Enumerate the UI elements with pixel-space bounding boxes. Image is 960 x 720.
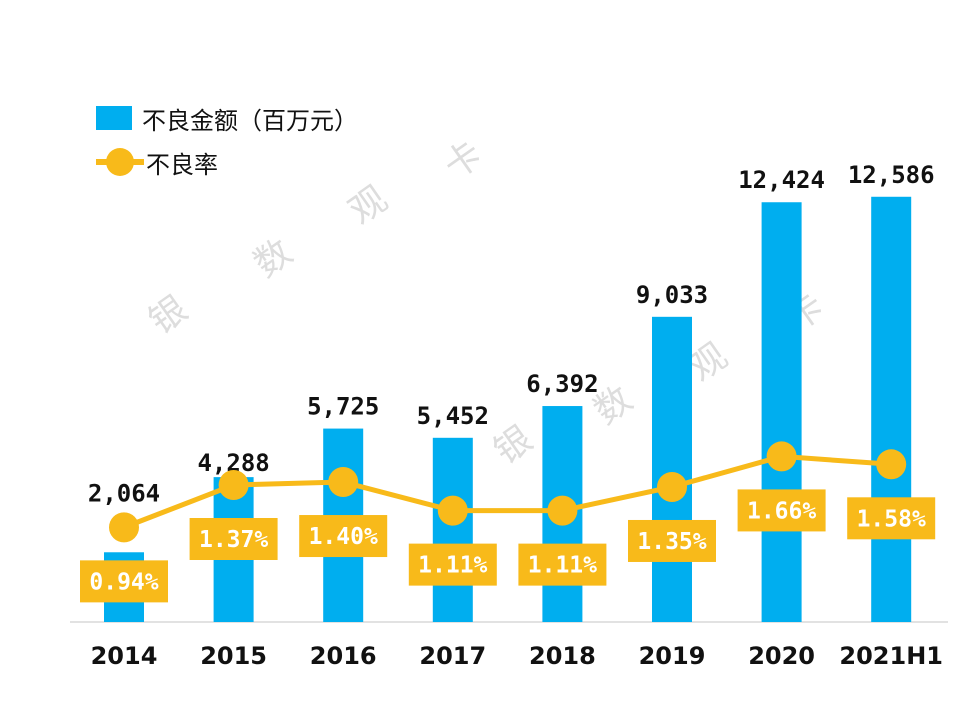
- rate-label-box: [628, 519, 716, 562]
- rate-value-label: 1.40%: [309, 524, 378, 550]
- x-tick-label: 2014: [91, 642, 158, 670]
- x-tick-label: 2020: [748, 642, 815, 670]
- legend-item-amount: 不良金额（百万元）: [96, 96, 358, 140]
- bar-value-label: 5,725: [307, 393, 379, 421]
- legend-bar-swatch: [96, 106, 132, 130]
- bar: [652, 316, 692, 622]
- bar-value-label: 2,064: [88, 479, 160, 507]
- rate-label-box: [847, 497, 936, 540]
- rate-label-box: [189, 517, 278, 560]
- x-tick-label: 2018: [529, 642, 596, 670]
- watermark-char: 银: [487, 418, 540, 472]
- legend-label: 不良金额（百万元）: [142, 106, 358, 135]
- bar-value-label: 9,033: [636, 281, 708, 309]
- rate-value-label: 1.58%: [857, 506, 926, 532]
- bar: [761, 202, 802, 623]
- rate-point: [766, 441, 797, 472]
- rate-label-box: [80, 560, 168, 603]
- rate-point: [328, 467, 359, 498]
- x-tick-label: 2016: [310, 642, 377, 670]
- rate-point: [547, 495, 578, 526]
- x-tick-label: 2019: [639, 642, 706, 670]
- legend-label: 不良率: [146, 150, 218, 179]
- watermark-char: 卡: [437, 133, 490, 187]
- legend-line-swatch: [96, 147, 144, 177]
- rate-value-label: 1.37%: [199, 527, 268, 553]
- bar: [432, 437, 473, 622]
- rate-point: [218, 469, 249, 500]
- watermark-char: 银: [142, 288, 195, 342]
- rate-label-box: [299, 515, 388, 558]
- x-tick-label: 2017: [419, 642, 486, 670]
- legend: 不良金额（百万元） 不良率: [96, 96, 358, 184]
- rate-point: [437, 495, 468, 526]
- bar-value-label: 5,452: [417, 402, 489, 430]
- rate-label-box: [737, 489, 826, 532]
- rate-value-label: 0.94%: [89, 569, 158, 595]
- rate-label-box: [408, 543, 497, 586]
- rate-value-label: 1.11%: [418, 553, 487, 579]
- rate-value-label: 1.11%: [528, 553, 597, 579]
- bar: [871, 196, 912, 622]
- rate-line: [123, 453, 892, 530]
- bar-value-label: 12,424: [738, 166, 825, 194]
- watermark-char: 观: [342, 178, 395, 232]
- bar-value-label: 12,586: [848, 161, 935, 189]
- watermark-char: 数: [247, 231, 300, 285]
- bar-value-label: 6,392: [526, 370, 598, 398]
- rate-point: [876, 449, 907, 480]
- rate-value-label: 1.35%: [637, 529, 706, 555]
- rate-value-label: 1.66%: [747, 498, 816, 524]
- rate-point: [109, 512, 139, 543]
- rate-point: [657, 471, 687, 502]
- x-tick-label: 2015: [200, 642, 267, 670]
- x-tick-label: 2021H1: [839, 642, 943, 670]
- rate-label-box: [518, 543, 607, 586]
- legend-item-rate: 不良率: [96, 140, 358, 184]
